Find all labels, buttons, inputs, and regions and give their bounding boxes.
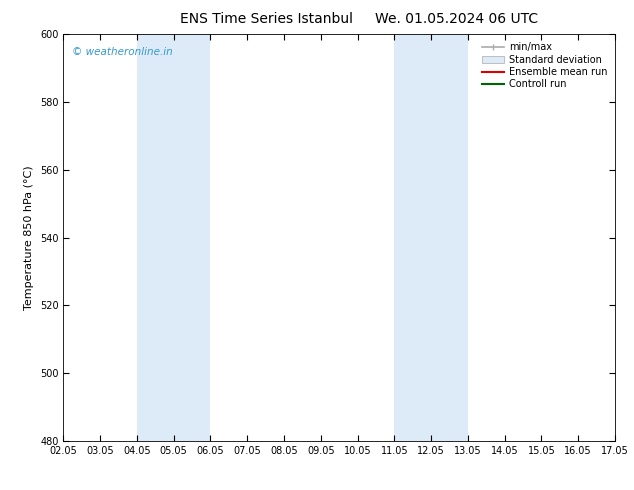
Legend: min/max, Standard deviation, Ensemble mean run, Controll run: min/max, Standard deviation, Ensemble me…: [479, 39, 610, 92]
Text: ENS Time Series Istanbul: ENS Time Series Istanbul: [180, 12, 353, 26]
Y-axis label: Temperature 850 hPa (°C): Temperature 850 hPa (°C): [24, 165, 34, 310]
Bar: [394, 34, 468, 441]
Text: © weatheronline.in: © weatheronline.in: [72, 47, 172, 56]
Text: We. 01.05.2024 06 UTC: We. 01.05.2024 06 UTC: [375, 12, 538, 26]
Bar: [137, 34, 210, 441]
